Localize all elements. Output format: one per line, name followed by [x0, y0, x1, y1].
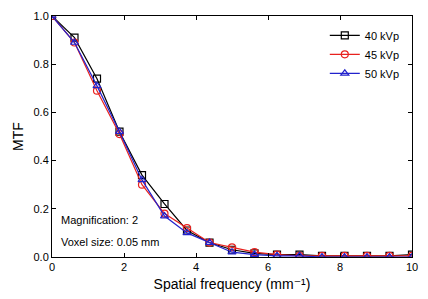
svg-text:8: 8 — [337, 261, 343, 273]
svg-text:40 kVp: 40 kVp — [365, 30, 399, 42]
svg-text:Spatial frequency (mm⁻¹): Spatial frequency (mm⁻¹) — [154, 276, 311, 292]
svg-text:Magnification: 2: Magnification: 2 — [61, 214, 138, 226]
svg-text:2: 2 — [121, 261, 127, 273]
svg-text:4: 4 — [193, 261, 199, 273]
svg-text:0.6: 0.6 — [34, 106, 49, 118]
svg-text:1.0: 1.0 — [34, 10, 49, 22]
svg-text:0: 0 — [49, 261, 55, 273]
svg-text:6: 6 — [265, 261, 271, 273]
svg-text:0.0: 0.0 — [34, 251, 49, 263]
svg-text:0.2: 0.2 — [34, 203, 49, 215]
svg-text:MTF: MTF — [10, 122, 26, 151]
svg-text:0.4: 0.4 — [34, 154, 49, 166]
svg-text:45 kVp: 45 kVp — [365, 49, 399, 61]
svg-text:Voxel size: 0.05 mm: Voxel size: 0.05 mm — [61, 236, 159, 248]
svg-text:10: 10 — [406, 261, 418, 273]
svg-text:50 kVp: 50 kVp — [365, 68, 399, 80]
svg-text:0.8: 0.8 — [34, 58, 49, 70]
